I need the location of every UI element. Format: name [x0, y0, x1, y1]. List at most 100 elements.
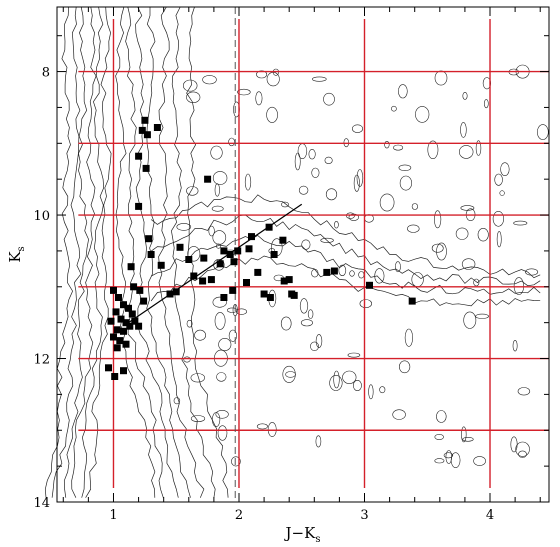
y-tick-label: 10 [33, 209, 50, 224]
data-square [265, 223, 273, 231]
axis-ticks [57, 7, 549, 503]
data-square [220, 294, 228, 301]
data-square [157, 261, 165, 269]
contour-island [434, 433, 444, 440]
data-square [125, 304, 132, 312]
data-square [254, 268, 262, 276]
x-tick-label: 3 [360, 508, 368, 523]
contour-line [150, 255, 541, 307]
contour-island [499, 190, 505, 196]
contour-island [237, 88, 251, 96]
contour-island [496, 231, 502, 248]
contour-island [210, 145, 223, 160]
data-square [115, 294, 122, 301]
contour-island [473, 456, 486, 466]
contour-island [267, 422, 277, 437]
y-tick-label: 12 [33, 353, 50, 368]
data-square [136, 286, 144, 294]
data-square [120, 367, 127, 375]
contour-island [311, 167, 320, 178]
contour-island [311, 76, 327, 82]
contour-island [323, 92, 335, 106]
data-square [234, 247, 242, 255]
contour-island [368, 384, 374, 400]
contour-island [411, 203, 419, 210]
contour-island [473, 278, 480, 287]
contour-island [190, 373, 206, 383]
contour-island [359, 299, 372, 308]
x-tick-label: 4 [486, 508, 494, 523]
contour-island [391, 105, 397, 112]
contour-island [299, 298, 309, 314]
data-square [280, 277, 288, 285]
contour-island [333, 370, 340, 389]
data-square [128, 310, 136, 318]
contour-line [158, 6, 205, 498]
data-square [116, 337, 124, 345]
contour-island [307, 309, 314, 319]
data-square [285, 276, 293, 284]
contour-island [183, 79, 198, 92]
contour-island [212, 171, 228, 185]
contour-island [352, 379, 362, 391]
contour-island [399, 360, 411, 374]
data-square [113, 326, 121, 334]
data-square [130, 283, 138, 291]
contour-island [525, 268, 539, 276]
data-square [172, 288, 180, 296]
contour-island [510, 436, 518, 453]
contour-island [320, 237, 334, 243]
contour-island [236, 308, 248, 315]
data-square [143, 131, 151, 139]
contour-island [492, 211, 505, 227]
data-square [142, 164, 150, 172]
data-squares [105, 116, 416, 380]
plot-frame [56, 6, 550, 503]
data-square [147, 251, 155, 258]
data-square [190, 272, 198, 280]
contour-island [173, 397, 181, 405]
contour-island [517, 387, 531, 396]
data-square [366, 281, 373, 289]
contour-island [515, 441, 530, 457]
data-square [127, 263, 135, 271]
contour-island [217, 425, 228, 441]
contour-island [176, 223, 192, 231]
contour-island [216, 372, 227, 382]
contour-island [208, 225, 215, 237]
contour-island [393, 144, 404, 151]
contour-island [315, 435, 322, 448]
contour-island [186, 91, 201, 104]
contour-island [211, 205, 224, 212]
contour-island [462, 92, 468, 100]
contour-island [202, 75, 217, 85]
data-square [145, 235, 153, 243]
contour-island [228, 137, 235, 147]
contour-island [415, 106, 430, 123]
contour-island [186, 319, 193, 328]
contour-island [459, 145, 474, 159]
contour-island [244, 173, 252, 191]
contour-island [298, 185, 309, 195]
contour-island [311, 269, 319, 278]
contour-line [115, 6, 156, 498]
data-square [243, 279, 250, 286]
contour-island [256, 70, 268, 79]
data-square [270, 251, 278, 258]
contour-island [431, 243, 444, 253]
contour-island [351, 124, 363, 133]
contour-island [349, 270, 355, 277]
contour-island [218, 337, 232, 351]
contour-island [443, 452, 454, 459]
data-square [266, 294, 274, 301]
contour-island [183, 356, 191, 363]
x-tick-label: 2 [235, 508, 243, 523]
contour-island [214, 312, 226, 330]
data-square [323, 268, 331, 276]
data-square [110, 333, 117, 341]
contour-line [150, 235, 541, 295]
contour-island [212, 412, 221, 427]
contour-island [536, 124, 549, 140]
